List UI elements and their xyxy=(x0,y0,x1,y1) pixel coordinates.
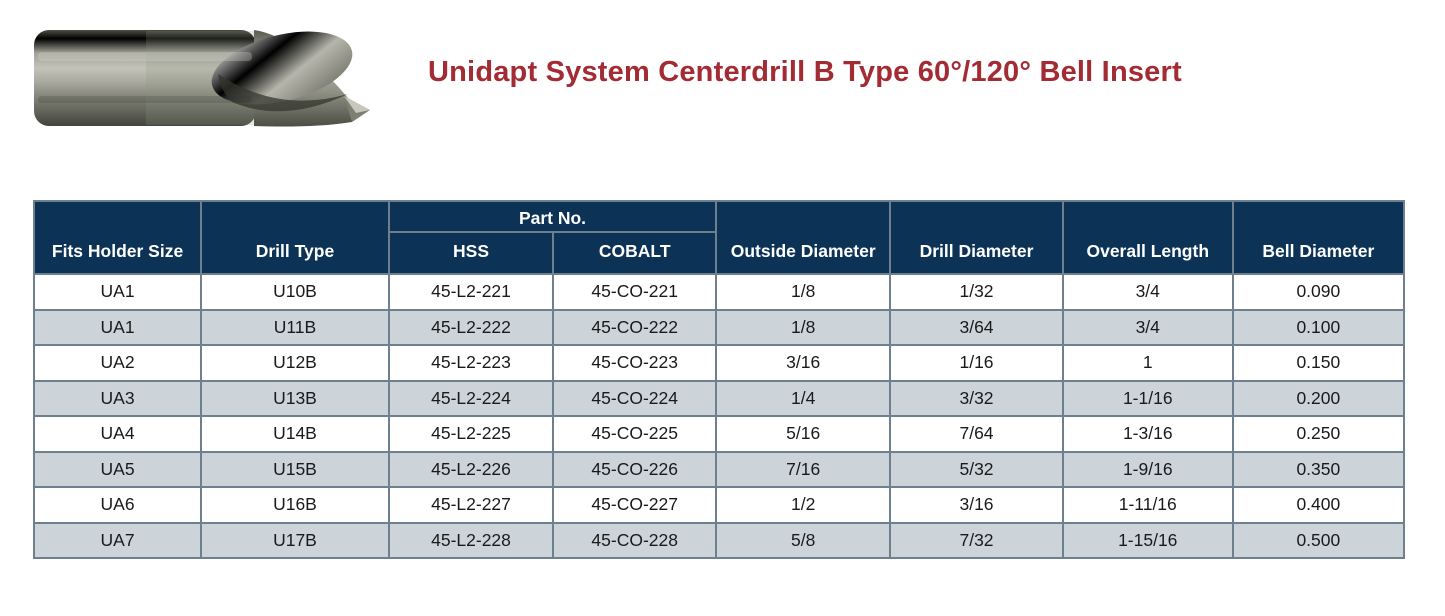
column-group-header-part-no: Part No. xyxy=(387,200,718,233)
spec-table: Fits Holder Size Drill Type Part No. Out… xyxy=(32,200,1406,559)
table-row: UA1 U11B 45-L2-222 45-CO-222 1/8 3/64 3/4 0.100 xyxy=(32,308,1406,346)
table-cell: U11B xyxy=(200,308,390,346)
table-cell: 45-L2-225 xyxy=(387,415,555,453)
table-cell: 7/64 xyxy=(889,415,1064,453)
table-cell: 1-3/16 xyxy=(1061,415,1234,453)
table-row: UA7 U17B 45-L2-228 45-CO-228 5/8 7/32 1-15/16 0… xyxy=(32,521,1406,559)
table-cell: 5/32 xyxy=(889,450,1064,488)
table-cell: 45-CO-227 xyxy=(552,486,718,524)
drill-shank xyxy=(34,30,256,126)
table-row: UA6 U16B 45-L2-227 45-CO-227 1/2 3/16 1-11/16 0… xyxy=(32,486,1406,524)
column-header-drill-diameter: Drill Diameter xyxy=(889,200,1064,275)
table-cell: 1/32 xyxy=(889,273,1064,311)
table-cell: UA1 xyxy=(32,273,203,311)
table-cell: 1/16 xyxy=(889,344,1064,382)
table-cell: 1-15/16 xyxy=(1061,521,1234,559)
table-cell: 3/64 xyxy=(889,308,1064,346)
drill-cutting-edge xyxy=(218,74,348,112)
table-row: UA5 U15B 45-L2-226 45-CO-226 7/16 5/32 1-9/16 0… xyxy=(32,450,1406,488)
column-header-cobalt: COBALT xyxy=(552,231,718,275)
table-cell: 7/16 xyxy=(715,450,892,488)
table-cell: UA2 xyxy=(32,344,203,382)
table-cell: 1-1/16 xyxy=(1061,379,1234,417)
table-cell: 1/8 xyxy=(715,308,892,346)
table-cell: 0.150 xyxy=(1231,344,1406,382)
table-cell: U10B xyxy=(200,273,390,311)
table-cell: 1/8 xyxy=(715,273,892,311)
table-cell: 1 xyxy=(1061,344,1234,382)
table-cell: U15B xyxy=(200,450,390,488)
table-cell: 45-L2-222 xyxy=(387,308,555,346)
table-cell: 45-CO-226 xyxy=(552,450,718,488)
column-header-outside-diameter: Outside Diameter xyxy=(715,200,892,275)
column-header-overall-length: Overall Length xyxy=(1061,200,1234,275)
table-cell: 45-L2-221 xyxy=(387,273,555,311)
table-cell: 5/8 xyxy=(715,521,892,559)
table-cell: 1/4 xyxy=(715,379,892,417)
table-cell: 0.400 xyxy=(1231,486,1406,524)
table-cell: U14B xyxy=(200,415,390,453)
table-cell: 3/16 xyxy=(715,344,892,382)
spec-table-header: Fits Holder Size Drill Type Part No. Out… xyxy=(32,200,1406,275)
table-cell: UA3 xyxy=(32,379,203,417)
table-cell: 45-CO-224 xyxy=(552,379,718,417)
spec-table-body: UA1 U10B 45-L2-221 45-CO-221 1/8 1/32 3/4 0.090… xyxy=(32,273,1406,559)
table-cell: 1-9/16 xyxy=(1061,450,1234,488)
page-title: Unidapt System Centerdrill B Type 60°/12… xyxy=(428,56,1182,88)
table-cell: 0.090 xyxy=(1231,273,1406,311)
table-cell: 0.200 xyxy=(1231,379,1406,417)
table-cell: 45-CO-222 xyxy=(552,308,718,346)
table-cell: U12B xyxy=(200,344,390,382)
table-cell: 0.500 xyxy=(1231,521,1406,559)
table-cell: 45-CO-223 xyxy=(552,344,718,382)
table-cell: 45-L2-227 xyxy=(387,486,555,524)
table-cell: 3/4 xyxy=(1061,308,1234,346)
table-cell: U17B xyxy=(200,521,390,559)
drill-flute-highlight xyxy=(211,31,353,105)
table-cell: 45-L2-224 xyxy=(387,379,555,417)
table-row: UA2 U12B 45-L2-223 45-CO-223 3/16 1/16 1 0.150 xyxy=(32,344,1406,382)
column-header-hss: HSS xyxy=(387,231,555,275)
table-cell: 1-11/16 xyxy=(1061,486,1234,524)
table-cell: 45-CO-221 xyxy=(552,273,718,311)
table-cell: UA1 xyxy=(32,308,203,346)
table-cell: UA7 xyxy=(32,521,203,559)
table-cell: 1/2 xyxy=(715,486,892,524)
table-cell: 45-L2-223 xyxy=(387,344,555,382)
table-cell: 45-L2-226 xyxy=(387,450,555,488)
table-cell: 0.250 xyxy=(1231,415,1406,453)
table-cell: 3/4 xyxy=(1061,273,1234,311)
table-cell: 0.350 xyxy=(1231,450,1406,488)
table-cell: 3/16 xyxy=(889,486,1064,524)
table-cell: UA6 xyxy=(32,486,203,524)
table-cell: 5/16 xyxy=(715,415,892,453)
table-cell: 45-L2-228 xyxy=(387,521,555,559)
table-row: UA3 U13B 45-L2-224 45-CO-224 1/4 3/32 1-1/16 0.… xyxy=(32,379,1406,417)
table-cell: U16B xyxy=(200,486,390,524)
column-header-fits-holder-size: Fits Holder Size xyxy=(32,200,203,275)
table-cell: 45-CO-225 xyxy=(552,415,718,453)
column-header-drill-type: Drill Type xyxy=(200,200,390,275)
table-cell: U13B xyxy=(200,379,390,417)
table-cell: UA4 xyxy=(32,415,203,453)
table-row: UA1 U10B 45-L2-221 45-CO-221 1/8 1/32 3/4 0.090 xyxy=(32,273,1406,311)
table-cell: UA5 xyxy=(32,450,203,488)
table-cell: 0.100 xyxy=(1231,308,1406,346)
table-cell: 3/32 xyxy=(889,379,1064,417)
column-header-bell-diameter: Bell Diameter xyxy=(1231,200,1406,275)
table-row: UA4 U14B 45-L2-225 45-CO-225 5/16 7/64 1-3/16 0… xyxy=(32,415,1406,453)
table-cell: 7/32 xyxy=(889,521,1064,559)
table-cell: 45-CO-228 xyxy=(552,521,718,559)
product-photo-centerdrill xyxy=(34,30,370,127)
